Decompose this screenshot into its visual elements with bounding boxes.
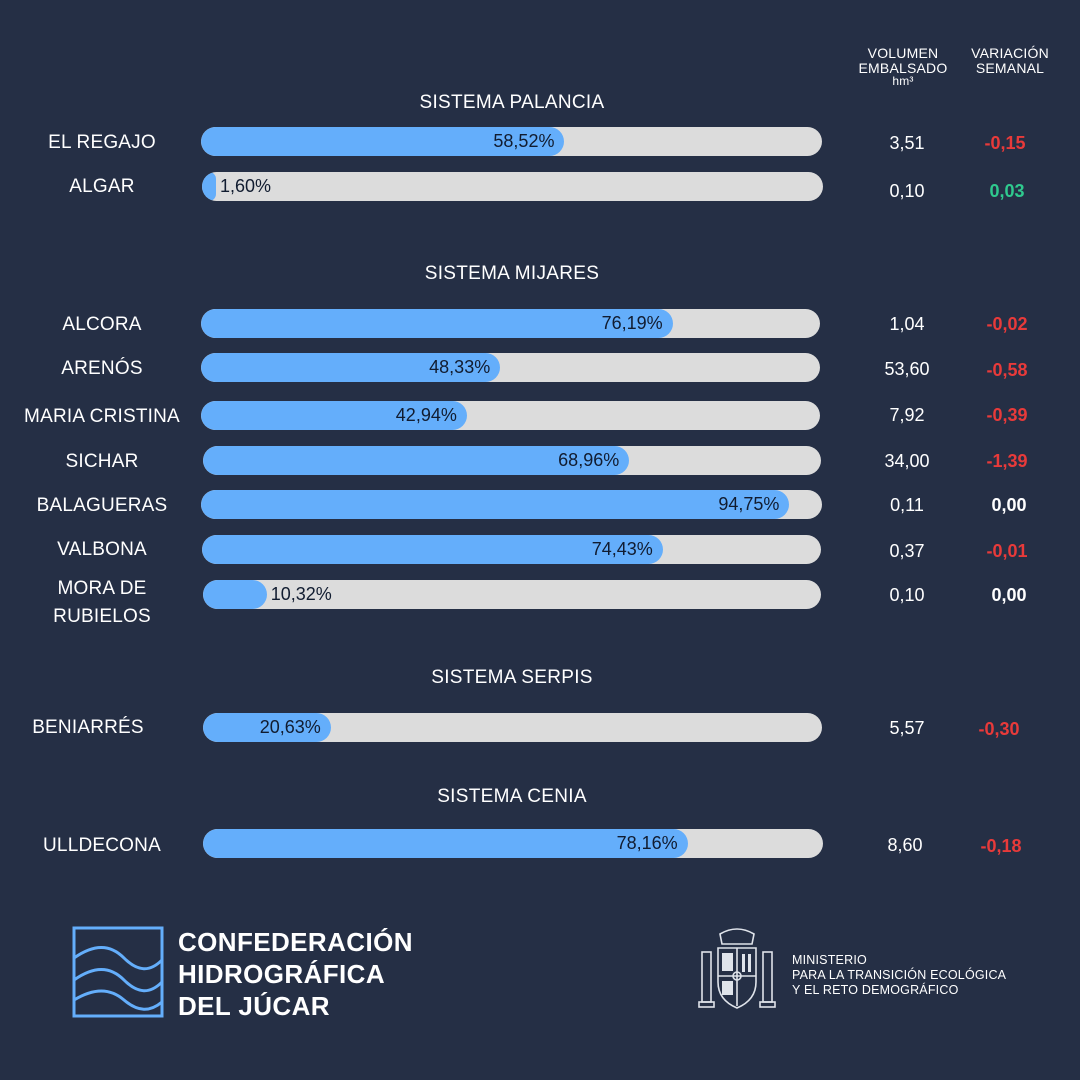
section-title-mijares: SISTEMA MIJARES [424, 263, 600, 284]
spain-coat-of-arms-icon [696, 926, 778, 1012]
variation-value: 0,00 [991, 495, 1027, 515]
capacity-percent-label: 68,96% [558, 450, 620, 470]
reservoir-name: ALCORA [62, 314, 142, 335]
variation-value: -0,02 [986, 314, 1028, 334]
variation-value: -0,15 [984, 133, 1026, 153]
capacity-bar-fill [201, 353, 501, 382]
ministerio-line1: MINISTERIO [792, 953, 867, 967]
capacity-percent-label: 42,94% [395, 405, 457, 425]
capacity-bar: 1,60% [202, 172, 823, 201]
ministerio-text: MINISTERIO PARA LA TRANSICIÓN ECOLÓGICA … [792, 953, 1006, 998]
variation-value: 0,00 [991, 585, 1027, 605]
volume-unit-label: hm³ [892, 74, 914, 88]
capacity-bar: 20,63% [203, 713, 822, 742]
capacity-bar: 42,94% [201, 401, 820, 430]
waves-logo-icon [72, 926, 164, 1018]
volume-column-header: VOLUMEN EMBALSADO hm³ [850, 45, 956, 88]
chj-line2: HIDROGRÁFICA [178, 959, 386, 989]
variation-value: -1,39 [986, 451, 1028, 471]
capacity-bar: 76,19% [201, 309, 820, 338]
reservoir-name: SICHAR [65, 451, 139, 472]
capacity-bar: 74,43% [202, 535, 821, 564]
capacity-bar-fill [203, 829, 688, 858]
variation-value: 0,03 [989, 181, 1025, 201]
variation-header-line2: SEMANAL [975, 60, 1045, 76]
volume-header-line1: VOLUMEN [867, 45, 939, 61]
ministerio-line2: PARA LA TRANSICIÓN ECOLÓGICA [792, 968, 1007, 982]
volume-value: 0,10 [889, 585, 925, 605]
capacity-percent-label: 48,33% [429, 357, 491, 377]
section-title-serpis: SISTEMA SERPIS [431, 667, 593, 688]
capacity-bar-fill [201, 401, 467, 430]
reservoir-name: MORA DE RUBIELOS [53, 578, 151, 627]
capacity-percent-label: 1,60% [220, 176, 272, 196]
capacity-bar-fill [203, 580, 267, 609]
capacity-percent-label: 76,19% [601, 313, 663, 333]
capacity-bar-fill [202, 535, 663, 564]
volume-value: 0,10 [889, 181, 925, 201]
variation-value: -0,01 [986, 541, 1028, 561]
capacity-percent-label: 20,63% [259, 717, 321, 737]
section-title-cenia: SISTEMA CENIA [437, 786, 587, 807]
section-title-palancia: SISTEMA PALANCIA [419, 92, 605, 113]
volume-value: 7,92 [889, 405, 925, 425]
variation-value: -0,39 [986, 405, 1028, 425]
capacity-bar: 58,52% [201, 127, 822, 156]
variation-value: -0,30 [978, 719, 1020, 739]
reservoir-name: VALBONA [57, 539, 147, 560]
capacity-bar: 48,33% [201, 353, 820, 382]
ministerio-line3: Y EL RETO DEMOGRÁFICO [792, 983, 959, 997]
reservoir-name: EL REGAJO [48, 132, 156, 153]
chj-line1: CONFEDERACIÓN [178, 927, 413, 957]
capacity-bar: 10,32% [203, 580, 821, 609]
capacity-percent-label: 74,43% [591, 539, 653, 559]
capacity-percent-label: 78,16% [616, 833, 678, 853]
reservoir-name: MARIA CRISTINA [24, 406, 180, 427]
capacity-bar-fill [203, 713, 331, 742]
variation-value: -0,58 [986, 360, 1028, 380]
volume-value: 0,11 [890, 495, 924, 515]
reservoir-name: ARENÓS [61, 358, 143, 379]
chj-line3: DEL JÚCAR [178, 991, 330, 1021]
chj-logo-text: CONFEDERACIÓN HIDROGRÁFICA DEL JÚCAR [178, 926, 413, 1022]
capacity-percent-label: 58,52% [493, 131, 555, 151]
variation-header-line1: VARIACIÓN [971, 45, 1049, 61]
reservoir-name: BALAGUERAS [36, 495, 168, 516]
capacity-bar: 68,96% [203, 446, 821, 475]
capacity-bar: 94,75% [201, 490, 822, 519]
capacity-bar-fill [201, 309, 673, 338]
capacity-bar: 78,16% [203, 829, 823, 858]
capacity-bar-fill [203, 446, 630, 475]
capacity-bar-fill [202, 172, 216, 201]
capacity-bar-fill [201, 127, 565, 156]
capacity-percent-label: 10,32% [270, 584, 332, 604]
variation-column-header: VARIACIÓN SEMANAL [960, 46, 1060, 76]
volume-value: 8,60 [887, 835, 923, 855]
volume-value: 53,60 [884, 359, 930, 379]
volume-value: 5,57 [889, 718, 925, 738]
reservoir-name: BENIARRÉS [32, 717, 144, 738]
volume-header-line2: EMBALSADO [858, 60, 948, 76]
volume-value: 3,51 [889, 133, 925, 153]
capacity-bar-fill [201, 490, 790, 519]
volume-value: 34,00 [884, 451, 930, 471]
capacity-percent-label: 94,75% [718, 494, 780, 514]
volume-value: 1,04 [889, 314, 925, 334]
reservoir-name: ULLDECONA [43, 835, 161, 856]
reservoir-name: ALGAR [69, 176, 135, 197]
volume-value: 0,37 [889, 541, 925, 561]
variation-value: -0,18 [980, 836, 1022, 856]
